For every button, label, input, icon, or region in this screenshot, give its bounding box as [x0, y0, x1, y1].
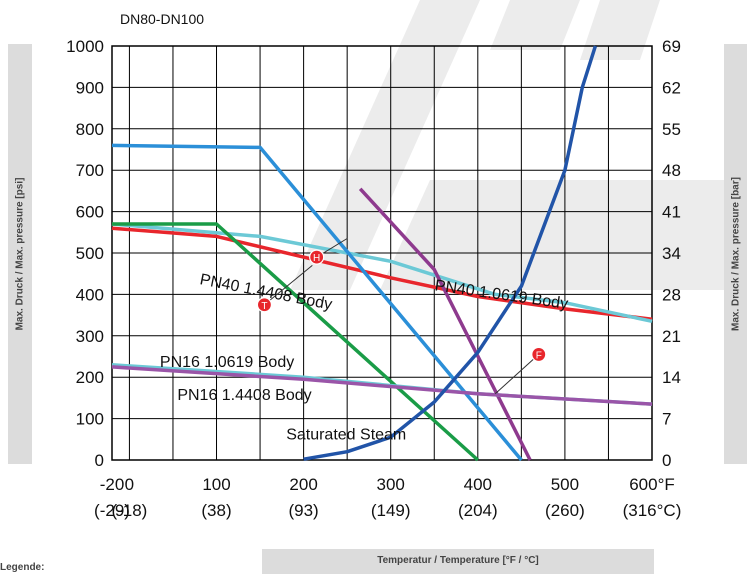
- series-line-5: [358, 187, 532, 461]
- x-axis-label: Temperatur / Temperature [°F / °C]: [377, 555, 539, 566]
- series-line-3: [112, 222, 479, 462]
- marker-circle: [309, 249, 325, 265]
- marker-leader: [264, 265, 313, 306]
- legend-heading: Legende:: [0, 562, 45, 573]
- x-tick-label-c: (260): [545, 501, 585, 520]
- watermark-stripe: [380, 180, 747, 290]
- y-tick-label-right: 0: [662, 451, 671, 470]
- curve-annotation: PN16 1.4408 Body: [177, 387, 311, 404]
- watermark-stripe: [490, 0, 580, 50]
- y-tick-label-left: 600: [76, 203, 104, 222]
- y-tick-label-left: 900: [76, 78, 104, 97]
- marker-label: F: [536, 350, 542, 361]
- series-line-7: [111, 365, 653, 406]
- left-axis-label-bar: Max. Druck / Max. pressure [psi]: [8, 44, 32, 464]
- series-line-4: [111, 143, 523, 462]
- y-tick-label-left: 1000: [66, 37, 104, 56]
- watermark-stripe: [580, 0, 660, 60]
- marker-leader: [494, 354, 540, 395]
- right-axis-label-bar: Max. Druck / Max. pressure [bar]: [724, 44, 747, 464]
- x-tick-label-c: (149): [371, 501, 411, 520]
- marker-label: H: [313, 253, 320, 264]
- marker-label: T: [261, 301, 267, 312]
- y-tick-label-left: 100: [76, 410, 104, 429]
- series-line-2: [111, 222, 653, 324]
- y-tick-label-right: 28: [662, 285, 681, 304]
- y-tick-label-right: 48: [662, 161, 681, 180]
- x-tick-label-c: (-18): [111, 501, 147, 520]
- marker-circle: [531, 346, 547, 363]
- y-tick-label-right: 62: [662, 78, 681, 97]
- watermark-stripe: [290, 0, 480, 290]
- y-tick-label-right: 69: [662, 37, 681, 56]
- y-tick-label-left: 200: [76, 368, 104, 387]
- marker-circle: [256, 297, 273, 313]
- y-tick-label-left: 400: [76, 285, 104, 304]
- x-tick-label-f: -20: [100, 475, 125, 494]
- x-tick-label-c: (38): [201, 501, 231, 520]
- series-line-8: [303, 45, 598, 461]
- x-tick-label-c: (93): [288, 501, 318, 520]
- y-tick-label-right: 34: [662, 244, 681, 263]
- y-tick-label-left: 0: [95, 451, 104, 470]
- x-tick-label-f: 400: [464, 475, 492, 494]
- y-tick-label-right: 14: [662, 368, 681, 387]
- x-tick-label-f: 100: [202, 475, 230, 494]
- y-tick-label-right: 21: [662, 327, 681, 346]
- x-tick-label-f: 200: [289, 475, 317, 494]
- x-axis-label-bar: Temperatur / Temperature [°F / °C]: [262, 549, 654, 574]
- curve-annotation: PN16 1.0619 Body: [160, 354, 294, 371]
- y-tick-label-left: 300: [76, 327, 104, 346]
- y-tick-label-left: 500: [76, 244, 104, 263]
- y-tick-label-right: 41: [662, 203, 681, 222]
- y-tick-label-left: 800: [76, 120, 104, 139]
- x-tick-label-c: (316°C): [623, 501, 682, 520]
- y-tick-label-right: 55: [662, 120, 681, 139]
- y-tick-label-right: 7: [662, 410, 671, 429]
- series-line-1: [111, 226, 653, 321]
- curve-annotation: Saturated Steam: [286, 426, 406, 443]
- chart-title: DN80-DN100: [120, 11, 204, 27]
- x-tick-label-c: (204): [458, 501, 498, 520]
- x-tick-label-f: 500: [551, 475, 579, 494]
- x-tick-label-f: 300: [377, 475, 405, 494]
- y-tick-label-left: 700: [76, 161, 104, 180]
- x-tick-label-f: 600°F: [629, 475, 675, 494]
- x-tick-label-c: (-29): [94, 501, 130, 520]
- x-tick-label-f: 0: [125, 475, 134, 494]
